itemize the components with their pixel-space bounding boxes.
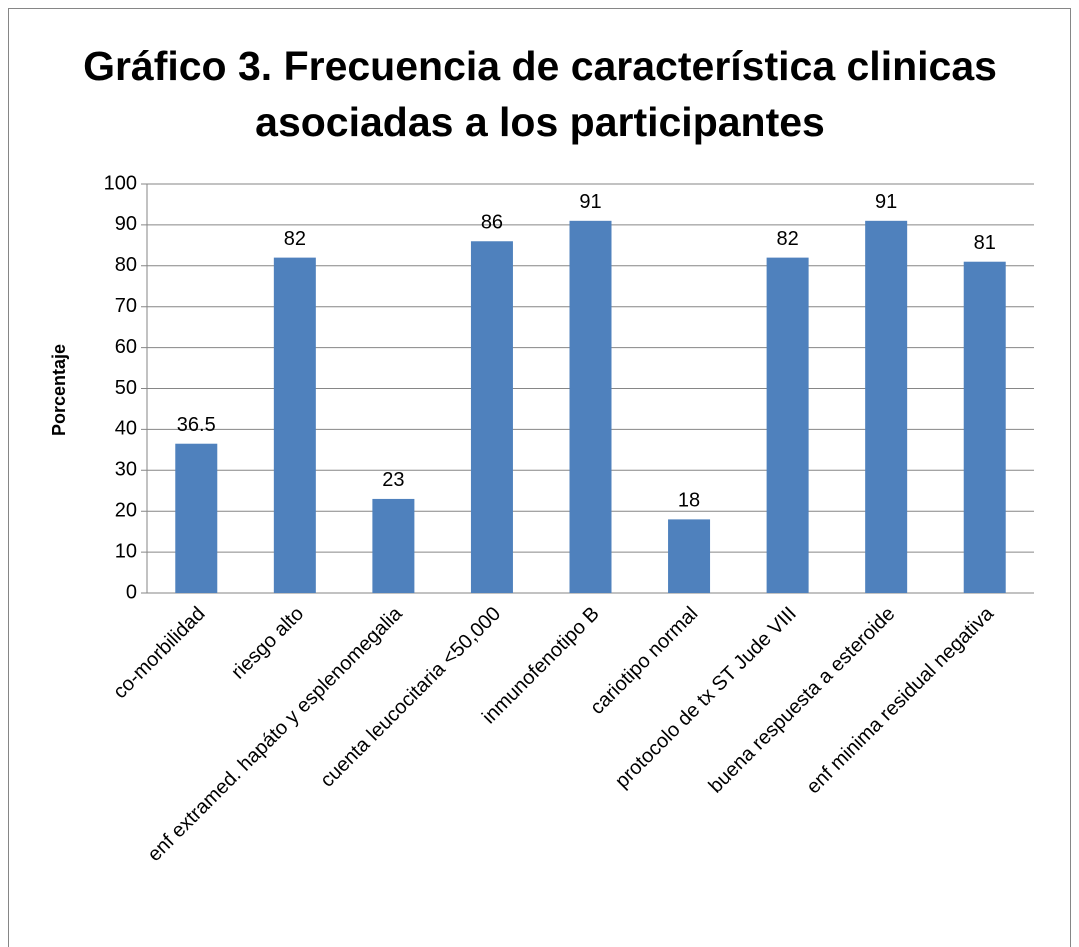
y-tick-label: 80 — [115, 254, 137, 276]
x-tick-label: cariotipo normal — [586, 603, 702, 719]
data-label: 91 — [875, 191, 897, 213]
bar — [766, 257, 809, 593]
y-tick-label: 10 — [115, 540, 137, 562]
data-label: 82 — [776, 228, 798, 250]
x-tick-label: cuenta leucocitaria <50,000 — [316, 603, 505, 792]
bar — [470, 241, 513, 593]
bar — [175, 443, 218, 593]
x-tick-label: protocolo de tx ST Jude VIII — [611, 603, 801, 793]
chart-title: Gráfico 3. Frecuencia de característica … — [83, 43, 997, 145]
bar — [273, 257, 316, 593]
data-label: 81 — [974, 232, 996, 254]
data-label: 86 — [481, 212, 503, 234]
bar — [372, 498, 415, 593]
y-axis-label: Porcentaje — [49, 344, 69, 436]
data-label: 82 — [284, 228, 306, 250]
y-tick-label: 90 — [115, 213, 137, 235]
y-tick-label: 60 — [115, 336, 137, 358]
data-label: 91 — [579, 191, 601, 213]
y-tick-label: 20 — [115, 499, 137, 521]
x-tick-label: riesgo alto — [227, 603, 308, 684]
y-tick-label: 40 — [115, 418, 137, 440]
y-tick-label: 100 — [104, 172, 137, 194]
bar — [865, 220, 908, 593]
data-label: 18 — [678, 490, 700, 512]
y-tick-label: 30 — [115, 459, 137, 481]
bar — [569, 220, 612, 593]
bar — [668, 519, 711, 593]
y-tick-label: 70 — [115, 295, 137, 317]
x-tick-label: co-morbilidad — [109, 603, 209, 703]
data-label: 36.5 — [177, 414, 216, 436]
x-tick-label: buena respuesta a esteroide — [705, 603, 900, 798]
bar — [963, 261, 1006, 593]
y-tick-label: 0 — [126, 581, 137, 603]
x-tick-label: enf minima residual negativa — [802, 602, 998, 798]
data-label: 23 — [382, 469, 404, 491]
y-tick-label: 50 — [115, 377, 137, 399]
chart-frame — [8, 8, 1071, 947]
